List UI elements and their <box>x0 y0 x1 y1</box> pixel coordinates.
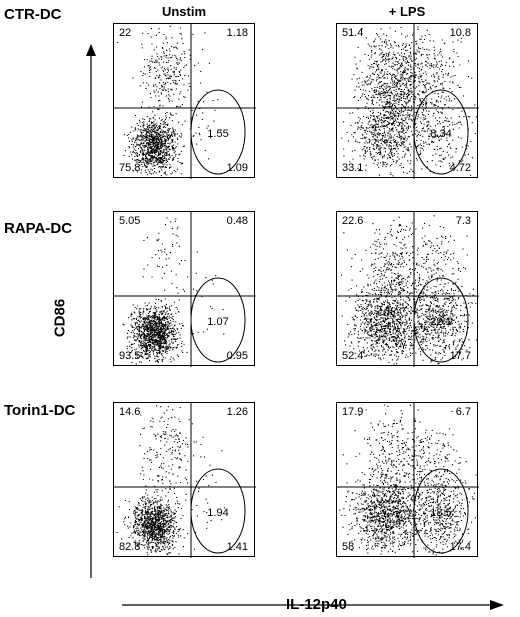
quadrant-lower-left-value: 52.4 <box>342 350 364 362</box>
event-points <box>340 215 477 365</box>
quadrant-lower-right-value: 17.7 <box>449 350 471 362</box>
gate-value: 1.55 <box>207 128 229 140</box>
flow-plot-rapa-dc-lps: 22.6 7.3 52.4 17.7 22.1 <box>336 211 479 367</box>
quadrant-lower-right-value: 1.41 <box>226 541 248 553</box>
gate-ellipse <box>190 468 246 554</box>
scatter-area <box>114 24 256 179</box>
x-axis-arrow <box>122 600 504 610</box>
quadrant-upper-right-value: 6.7 <box>455 406 471 418</box>
quadrant-upper-left-value: 22 <box>119 27 132 39</box>
y-axis-label: CD86 <box>51 298 69 338</box>
row-label-rapa-dc: RAPA-DC <box>4 220 73 237</box>
quadrant-lower-left-value: 93.5 <box>119 350 141 362</box>
quadrant-lower-left-value: 58 <box>342 541 355 553</box>
y-axis-arrow <box>86 44 96 578</box>
scatter-area <box>337 212 479 367</box>
column-header-lps: + LPS <box>388 4 426 19</box>
gate-value: 8.34 <box>430 128 452 140</box>
flow-plot-ctr-dc-lps: 51.4 10.8 33.1 4.72 8.34 <box>336 23 479 179</box>
event-points <box>117 25 222 177</box>
quadrant-upper-right-value: 10.8 <box>449 27 471 39</box>
event-points <box>341 26 477 177</box>
event-dots <box>117 25 222 177</box>
gate-value: 1.94 <box>207 507 229 519</box>
row-label-ctr-dc: CTR-DC <box>4 6 62 23</box>
quadrant-lower-left-value: 33.1 <box>342 162 364 174</box>
column-header-unstim: Unstim <box>161 4 207 19</box>
flow-plot-torin1-dc-lps: 17.9 6.7 58 17.4 18.5 <box>336 402 479 558</box>
gate-ellipse <box>413 277 469 363</box>
scatter-area <box>114 403 256 558</box>
gate-ellipse <box>190 89 246 175</box>
scatter-area <box>337 403 479 558</box>
event-dots <box>339 404 477 556</box>
event-dots <box>341 26 477 177</box>
flow-plot-rapa-dc-unstim: 5.05 0.48 93.5 0.95 1.07 <box>113 211 256 367</box>
quadrant-lower-right-value: 4.72 <box>449 162 471 174</box>
gate-ellipse <box>413 89 469 175</box>
quadrant-upper-left-value: 22.6 <box>342 215 364 227</box>
event-dots <box>122 217 225 365</box>
quadrant-upper-right-value: 1.18 <box>226 27 248 39</box>
quadrant-lower-right-value: 0.95 <box>226 350 248 362</box>
quadrant-lower-left-value: 75.8 <box>119 162 141 174</box>
gate-ellipse <box>413 468 469 554</box>
gate-value: 18.5 <box>430 507 452 519</box>
gate-value: 1.07 <box>207 316 229 328</box>
quadrant-lower-right-value: 1.09 <box>226 162 248 174</box>
flow-plot-torin1-dc-unstim: 14.6 1.26 82.8 1.41 1.94 <box>113 402 256 558</box>
quadrant-upper-left-value: 17.9 <box>342 406 364 418</box>
event-points <box>116 405 225 556</box>
quadrant-upper-right-value: 7.3 <box>455 215 471 227</box>
event-points <box>122 217 225 365</box>
row-label-torin1-dc: Torin1-DC <box>4 402 76 419</box>
quadrant-lower-left-value: 82.8 <box>119 541 141 553</box>
quadrant-upper-right-value: 1.26 <box>226 406 248 418</box>
quadrant-lower-right-value: 17.4 <box>449 541 471 553</box>
quadrant-upper-right-value: 0.48 <box>226 215 248 227</box>
gate-ellipse <box>190 277 246 363</box>
scatter-area <box>114 212 256 367</box>
event-dots <box>116 405 225 556</box>
gate-value: 22.1 <box>430 316 452 328</box>
x-axis-label: IL-12p40 <box>286 596 347 613</box>
quadrant-upper-left-value: 14.6 <box>119 406 141 418</box>
event-dots <box>340 215 477 365</box>
scatter-area <box>337 24 479 179</box>
event-points <box>339 404 477 556</box>
quadrant-upper-left-value: 5.05 <box>119 215 141 227</box>
quadrant-upper-left-value: 51.4 <box>342 27 364 39</box>
flow-plot-ctr-dc-unstim: 22 1.18 75.8 1.09 1.55 <box>113 23 256 179</box>
